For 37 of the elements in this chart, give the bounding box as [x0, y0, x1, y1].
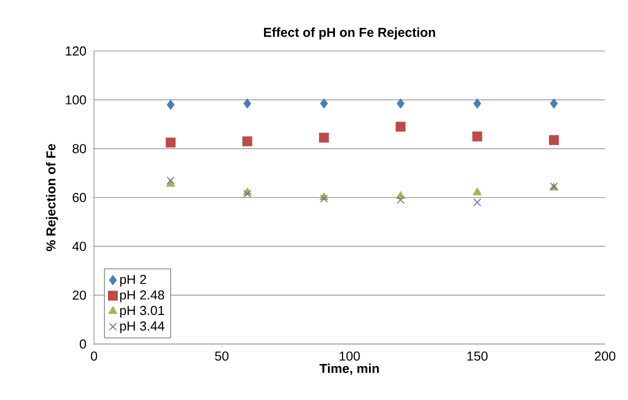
y-tick-label: 0: [80, 339, 86, 349]
y-tick-label: 60: [72, 192, 86, 202]
y-axis-title: % Rejection of Fe: [46, 144, 58, 252]
legend-label: pH 3.01: [120, 306, 164, 318]
y-tick-label: 120: [66, 46, 86, 56]
y-tick-label: 100: [66, 95, 86, 104]
point: [242, 136, 252, 146]
x-tick-label: 0: [90, 352, 98, 361]
x-tick-label: 200: [594, 352, 616, 361]
point: [473, 98, 482, 108]
y-tick-label: 40: [72, 242, 86, 251]
x-tick-label: 150: [467, 352, 488, 361]
point: [473, 198, 482, 206]
point: [320, 98, 328, 108]
point: [548, 135, 559, 146]
point: [396, 98, 404, 108]
x-axis-title: Time, min: [320, 364, 379, 375]
point: [396, 122, 406, 132]
point: [550, 98, 558, 108]
point: [396, 196, 405, 204]
point: [166, 176, 175, 184]
point: [472, 132, 482, 142]
point: [320, 194, 328, 203]
legend-label: pH 2.48: [120, 290, 164, 302]
y-tick-label: 80: [72, 144, 86, 154]
point: [319, 132, 329, 143]
legend-label: pH 2: [120, 274, 146, 287]
x-tick-label: 100: [340, 352, 360, 361]
legend-label: pH 3.44: [120, 321, 164, 334]
x-tick-label: 50: [215, 352, 228, 361]
y-tick-label: 20: [72, 290, 86, 300]
point: [243, 98, 252, 108]
chart-title: Effect of pH on Fe Rejection: [264, 27, 436, 40]
point: [243, 190, 252, 198]
point: [166, 138, 176, 148]
point: [166, 100, 174, 110]
point: [472, 188, 482, 196]
